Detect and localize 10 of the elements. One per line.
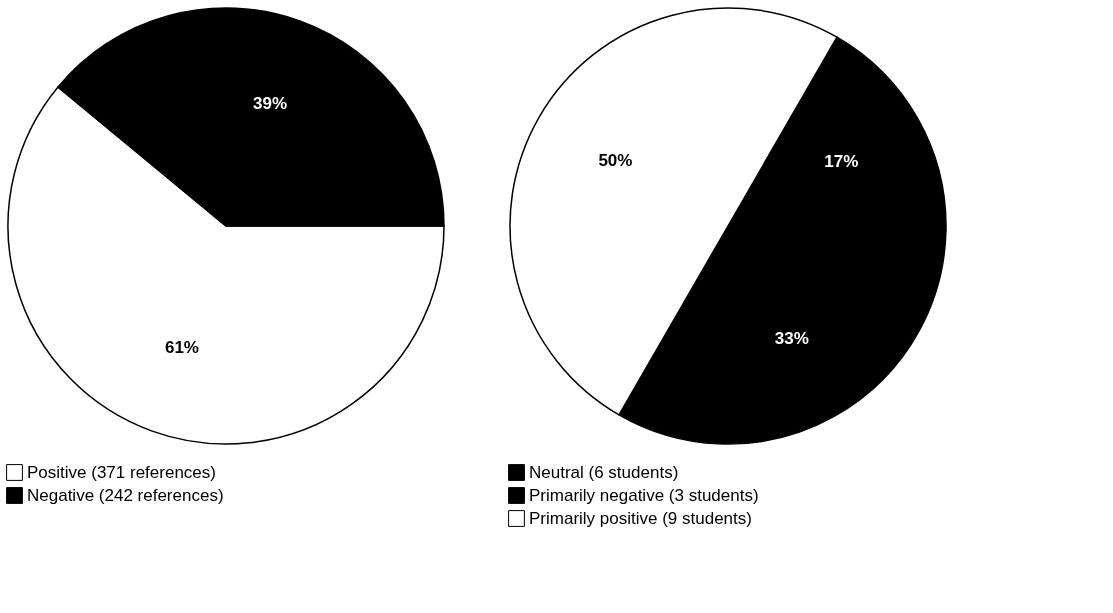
data-label: 50% xyxy=(598,151,633,170)
legend-label: Primarily negative (3 students) xyxy=(529,485,759,505)
data-label: 39% xyxy=(253,93,288,113)
legend-label: Neutral (6 students) xyxy=(529,462,679,482)
legend-label: Negative (242 references) xyxy=(27,485,224,505)
data-label: 33% xyxy=(774,329,809,349)
legend-label: Positive (371 references) xyxy=(27,462,216,482)
data-label: 17% xyxy=(824,152,859,172)
legend-label: Primarily positive (9 students) xyxy=(529,508,752,528)
data-label: 61% xyxy=(164,338,199,358)
